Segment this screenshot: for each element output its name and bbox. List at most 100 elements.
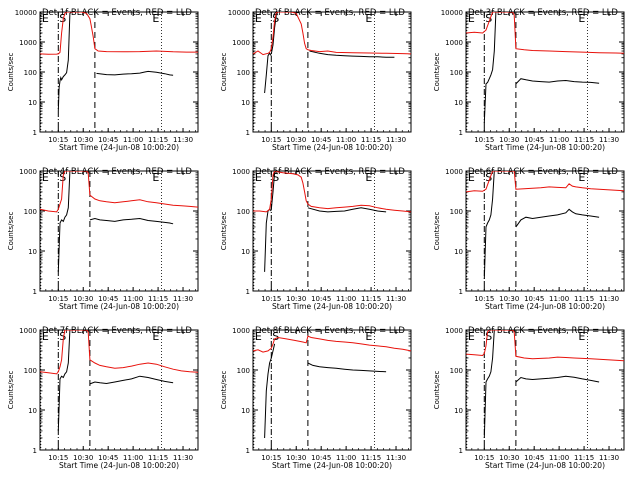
chart-panel-3: Det 3f BLACK = Events, RED = LLD 1 10 100 10… <box>433 8 625 152</box>
y-tick-label: 10000 <box>228 9 250 17</box>
y-tick-label: 1 <box>246 129 250 137</box>
marker-label-e: E <box>365 171 372 184</box>
x-tick-label: 10:30 <box>73 454 93 462</box>
chart-title: Det 5f BLACK = Events, RED = LLD <box>255 167 405 177</box>
x-tick-label: 10:30 <box>73 295 93 303</box>
chart-panel-7: Det 7f BLACK = Events, RED = LLD 1 10 100 10… <box>7 326 199 470</box>
y-tick-label: 1 <box>33 129 37 137</box>
x-tick-label: 10:30 <box>286 454 306 462</box>
plot-frame <box>465 170 625 292</box>
x-axis-label: Start Time (24-Jun-08 10:00:20) <box>485 302 605 311</box>
series-line-events <box>264 52 272 94</box>
chart-title: Det 8f BLACK = Events, RED = LLD <box>255 326 405 336</box>
x-axis-label: Start Time (24-Jun-08 10:00:20) <box>272 461 392 470</box>
plot-frame <box>465 329 625 451</box>
series-line-events <box>309 50 395 58</box>
plot-frame <box>252 11 412 133</box>
x-tick-label: 10:30 <box>499 295 519 303</box>
chart-title: Det 2f BLACK = Events, RED = LLD <box>255 8 405 18</box>
y-axis-label: Counts/sec <box>220 371 228 410</box>
y-tick-label: 1 <box>246 447 250 455</box>
series-line-events <box>57 171 72 272</box>
x-tick-label: 10:45 <box>98 454 118 462</box>
plot-frame <box>39 11 199 133</box>
marker-label-e: E <box>42 171 49 184</box>
y-tick-label: 100 <box>24 208 37 216</box>
y-tick-label: 10 <box>454 99 463 107</box>
chart-title: Det 4f BLACK = Events, RED = LLD <box>42 167 192 177</box>
x-tick-label: 11:30 <box>173 136 193 144</box>
series-line-events <box>270 12 283 54</box>
x-tick-label: 10:45 <box>524 454 544 462</box>
series-line-lld <box>466 12 624 54</box>
y-tick-label: 10000 <box>15 9 37 17</box>
series-line-events <box>89 375 174 385</box>
y-tick-label: 100 <box>450 367 463 375</box>
marker-label-e: E <box>468 12 475 25</box>
x-tick-label: 11:00 <box>549 454 569 462</box>
x-tick-label: 10:45 <box>311 136 331 144</box>
y-axis-label: Counts/sec <box>433 212 441 251</box>
marker-label-e: E <box>365 12 372 25</box>
series-line-events <box>264 208 272 272</box>
x-tick-label: 10:15 <box>261 454 281 462</box>
x-tick-label: 10:45 <box>311 295 331 303</box>
marker-label-e: E <box>42 330 49 343</box>
y-tick-label: 1 <box>459 288 463 296</box>
chart-panel-1: Det 1f BLACK = Events, RED = LLD 1 10 100 10… <box>7 8 199 152</box>
marker-label-s: S <box>272 330 279 343</box>
series-line-events <box>307 207 387 213</box>
x-tick-label: 11:30 <box>599 295 619 303</box>
chart-panel-2: Det 2f BLACK = Events, RED = LLD 1 10 100 10… <box>220 8 412 152</box>
series-line-events <box>515 78 600 85</box>
y-axis-label: Counts/sec <box>7 53 15 92</box>
series-line-events <box>264 343 276 439</box>
marker-label-e: E <box>152 330 159 343</box>
series-line-lld <box>40 12 198 55</box>
y-axis-label: Counts/sec <box>433 371 441 410</box>
y-tick-label: 10 <box>454 248 463 256</box>
y-tick-label: 1000 <box>232 168 250 176</box>
y-tick-label: 100 <box>237 208 250 216</box>
x-tick-label: 11:00 <box>549 295 569 303</box>
marker-label-s: S <box>59 330 66 343</box>
x-axis-label: Start Time (24-Jun-08 10:00:20) <box>272 302 392 311</box>
marker-label-e: E <box>578 12 585 25</box>
y-tick-label: 100 <box>450 208 463 216</box>
marker-label-e: E <box>578 171 585 184</box>
series-line-events <box>57 330 72 431</box>
x-tick-label: 11:15 <box>574 295 594 303</box>
chart-title: Det 3f BLACK = Events, RED = LLD <box>468 8 618 18</box>
series-line-events <box>515 208 600 228</box>
chart-title: Det 9f BLACK = Events, RED = LLD <box>468 326 618 336</box>
x-tick-label: 10:15 <box>48 295 68 303</box>
y-tick-label: 100 <box>237 367 250 375</box>
y-tick-label: 1000 <box>232 39 250 47</box>
chart-title: Det 6f BLACK = Events, RED = LLD <box>468 167 618 177</box>
y-axis-label: Counts/sec <box>220 53 228 92</box>
x-tick-label: 10:45 <box>311 454 331 462</box>
series-line-events <box>483 330 496 439</box>
x-tick-label: 11:30 <box>386 136 406 144</box>
series-line-lld <box>466 171 624 193</box>
series-line-lld <box>40 330 198 375</box>
plot-frame <box>39 170 199 292</box>
y-tick-label: 1000 <box>19 327 37 335</box>
x-tick-label: 11:15 <box>148 136 168 144</box>
y-tick-label: 10 <box>454 407 463 415</box>
y-axis-label: Counts/sec <box>433 53 441 92</box>
series-line-lld <box>253 335 411 353</box>
x-tick-label: 10:45 <box>98 136 118 144</box>
plot-frame <box>465 11 625 133</box>
x-tick-label: 11:30 <box>173 295 193 303</box>
x-axis-label: Start Time (24-Jun-08 10:00:20) <box>59 143 179 152</box>
y-tick-label: 10 <box>28 407 37 415</box>
x-tick-label: 10:15 <box>474 136 494 144</box>
y-tick-label: 1 <box>246 288 250 296</box>
x-tick-label: 11:00 <box>549 136 569 144</box>
x-tick-label: 10:30 <box>286 136 306 144</box>
marker-label-s: S <box>485 330 492 343</box>
y-axis-label: Counts/sec <box>7 371 15 410</box>
x-tick-label: 11:00 <box>336 295 356 303</box>
marker-label-e: E <box>152 171 159 184</box>
